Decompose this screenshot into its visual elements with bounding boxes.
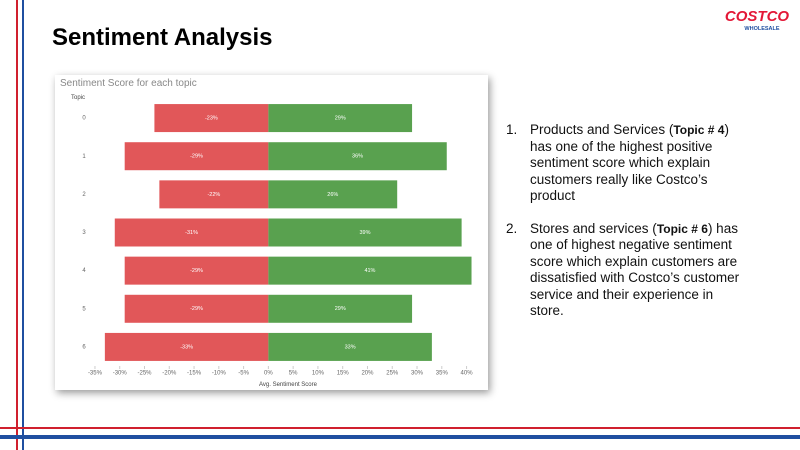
y-tick-label: 4	[82, 268, 86, 274]
logo-tagline: WHOLESALE	[744, 26, 779, 32]
data-label: 39%	[359, 230, 370, 236]
text-run: Stores and services (	[530, 220, 657, 236]
data-label: -33%	[180, 344, 193, 350]
text-run: ) has one of the highest positive sentim…	[530, 122, 729, 203]
data-label: 29%	[335, 306, 346, 312]
slide-title: Sentiment Analysis	[52, 24, 273, 51]
emphasis: Topic # 4	[673, 123, 725, 137]
point-marker: 2.	[506, 220, 518, 236]
point: 1. Products and Services (Topic # 4) has …	[506, 122, 746, 205]
plot: -35% -30% -25% -20% -15% -10% -5% 0% 5% 10% 15% 20%…	[82, 104, 473, 377]
bar	[268, 332, 432, 361]
bar	[159, 180, 269, 209]
x-tick-label: 35%	[436, 371, 449, 377]
point-text: Stores and services (Topic # 6) has one …	[530, 221, 746, 320]
text-run: ) has one of highest negative sentiment …	[530, 220, 740, 319]
bar	[124, 294, 269, 323]
points: 1. Products and Services (Topic # 4) has …	[506, 122, 746, 336]
point-marker: 1.	[506, 122, 518, 137]
emphasis: Topic # 6	[656, 221, 708, 236]
bar	[114, 218, 269, 247]
x-tick-label: 20%	[361, 371, 374, 377]
x-tick-label: 10%	[312, 371, 325, 377]
x-tick-label: -15%	[187, 371, 202, 377]
y-tick-label: 3	[82, 230, 86, 236]
x-tick-label: 5%	[289, 371, 298, 377]
y-tick-label: 5	[82, 306, 86, 312]
logo: COSTCO	[725, 8, 790, 25]
bar	[268, 294, 413, 323]
x-tick-label: -35%	[88, 371, 103, 377]
data-label: 33%	[345, 344, 356, 350]
x-tick-label: -30%	[113, 371, 128, 377]
text-run: Products and Services (	[530, 122, 674, 137]
y-tick-label: 1	[82, 154, 86, 160]
y-axis-title: Topic	[71, 95, 85, 101]
x-axis-title: Avg. Sentiment Score	[259, 382, 318, 388]
y-tick-label: 2	[82, 192, 86, 198]
bar	[268, 142, 447, 171]
x-tick-label: 40%	[461, 371, 474, 377]
chart-title: Sentiment Score for each topic	[60, 78, 197, 89]
data-label: -29%	[190, 154, 203, 160]
data-label: -29%	[190, 306, 203, 312]
data-label: 29%	[335, 116, 346, 122]
data-label: -23%	[205, 116, 218, 122]
data-label: 26%	[327, 192, 338, 198]
data-label: -22%	[207, 192, 220, 198]
x-tick-label: -10%	[212, 371, 227, 377]
bar	[104, 332, 269, 361]
x-tick-label: 25%	[386, 371, 399, 377]
x-tick-label: -20%	[162, 371, 177, 377]
x-tick-label: -5%	[238, 371, 249, 377]
bar	[154, 104, 269, 133]
data-label: -31%	[185, 230, 198, 236]
bar	[124, 142, 269, 171]
y-tick-label: 6	[82, 345, 86, 351]
data-label: -29%	[190, 268, 203, 274]
data-label: 41%	[364, 268, 375, 274]
x-tick-label: 15%	[337, 371, 350, 377]
data-label: 36%	[352, 154, 363, 160]
bar	[268, 104, 413, 133]
bar	[268, 218, 462, 247]
y-tick-label: 0	[82, 116, 86, 122]
x-tick-label: 30%	[411, 371, 424, 377]
bar	[268, 180, 398, 209]
point-text: Products and Services (Topic # 4) has on…	[530, 122, 746, 205]
bar	[268, 256, 472, 285]
bar	[124, 256, 269, 285]
point: 2. Stores and services (Topic # 6) has on…	[506, 221, 746, 320]
x-tick-label: 0%	[264, 371, 273, 377]
x-tick-label: -25%	[137, 371, 152, 377]
